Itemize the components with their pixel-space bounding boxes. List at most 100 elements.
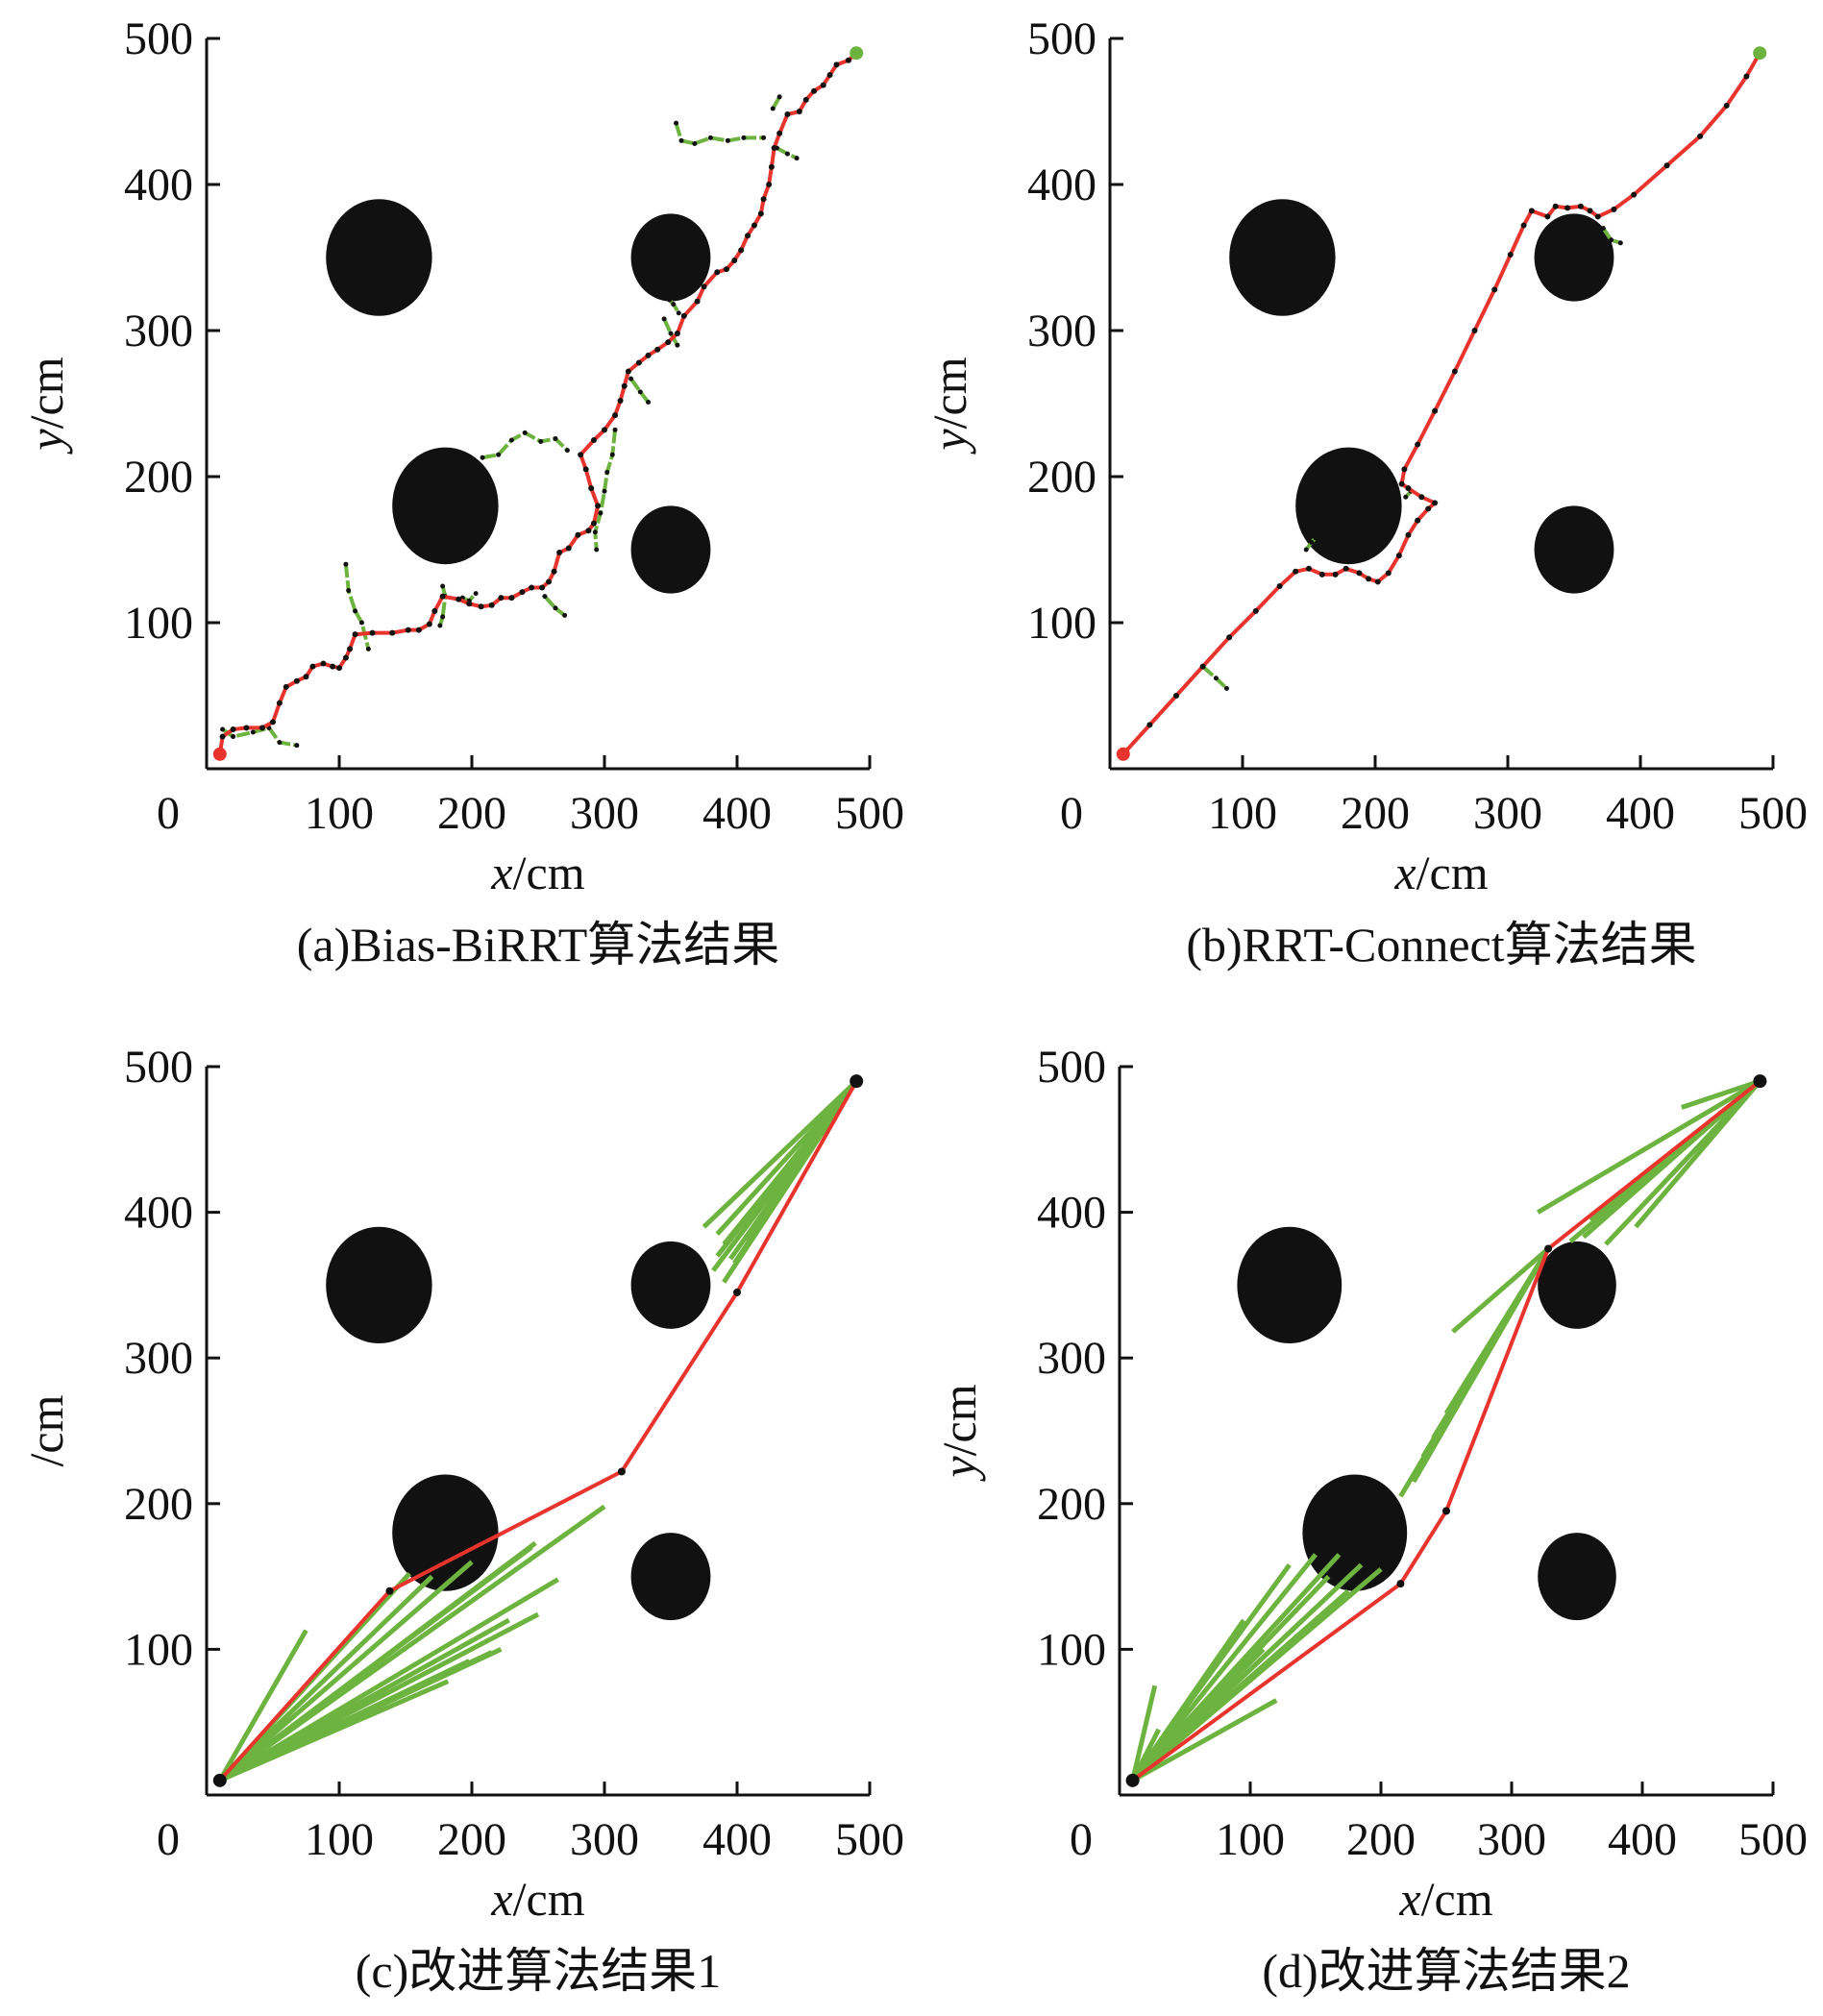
path-node xyxy=(1398,480,1405,487)
path-node xyxy=(283,683,289,690)
path-node xyxy=(602,427,607,433)
path-node xyxy=(230,725,236,732)
obstacle xyxy=(326,199,432,316)
sampling-ray xyxy=(1634,1079,1762,1229)
path-node xyxy=(330,663,336,670)
tree-node xyxy=(553,605,558,611)
start-point xyxy=(212,747,227,761)
path-node xyxy=(776,130,783,136)
y-axis-title: /cm xyxy=(19,1394,73,1466)
tree-node xyxy=(741,135,747,140)
tree-node xyxy=(776,94,782,100)
path-node xyxy=(768,163,775,170)
sampling-ray xyxy=(1451,1246,1550,1334)
path-node xyxy=(625,368,631,375)
x-tick-label: 100 xyxy=(305,788,374,839)
path-node xyxy=(1507,251,1514,258)
path-node xyxy=(320,660,327,667)
y-tick-label: 200 xyxy=(124,452,193,503)
tree-node xyxy=(294,743,300,749)
path-node xyxy=(1577,203,1584,209)
tree-node xyxy=(1213,676,1219,681)
tree-node xyxy=(661,316,667,322)
path-node xyxy=(1146,722,1153,728)
path-node xyxy=(1396,1580,1405,1588)
path-node xyxy=(519,589,526,596)
tree-branch xyxy=(1601,227,1621,245)
y-tick-label: 200 xyxy=(1027,452,1096,503)
path-node xyxy=(635,359,642,366)
y-tick-label: 100 xyxy=(1037,1624,1106,1675)
path-node xyxy=(766,182,773,187)
obstacle xyxy=(1229,199,1336,316)
sampling-ray xyxy=(218,1504,606,1782)
tree-node xyxy=(562,612,568,618)
x-axis-title: x/cm xyxy=(1398,1872,1492,1926)
path-node xyxy=(1401,466,1408,473)
tree-node xyxy=(678,137,684,143)
tree-node xyxy=(343,561,349,567)
tree-node xyxy=(707,135,713,140)
path-node xyxy=(674,331,680,337)
path-node xyxy=(1471,328,1478,333)
sampling-ray xyxy=(1681,1078,1761,1110)
x-tick-label: 400 xyxy=(702,1814,772,1865)
y-tick-label: 400 xyxy=(124,160,193,210)
path-node xyxy=(1306,565,1312,572)
tree-node xyxy=(496,452,502,457)
path-node xyxy=(1442,1507,1450,1515)
path-node xyxy=(575,531,581,538)
y-tick-label: 500 xyxy=(124,13,193,64)
path-node xyxy=(731,258,738,264)
tree-node xyxy=(671,302,677,307)
obstacle xyxy=(1534,505,1614,594)
obstacle xyxy=(326,1226,432,1344)
path-node xyxy=(309,663,316,670)
path-node xyxy=(369,629,376,636)
path-node xyxy=(595,503,602,509)
path-node xyxy=(466,601,473,607)
tree-node xyxy=(592,529,598,535)
tree-node xyxy=(1609,237,1614,243)
sampling-ray xyxy=(1131,1698,1278,1783)
path-node xyxy=(1332,571,1339,578)
x-tick-label: 400 xyxy=(702,788,772,839)
path-node xyxy=(723,266,729,273)
tree-node xyxy=(1303,547,1309,553)
path-node xyxy=(1432,407,1439,414)
tree-node xyxy=(542,594,548,600)
tree-node xyxy=(508,437,514,443)
path-node xyxy=(1451,368,1458,375)
path-node xyxy=(352,631,358,638)
path-node xyxy=(1366,576,1372,582)
tree-node xyxy=(231,734,236,740)
path-node xyxy=(645,352,652,358)
y-tick-label: 300 xyxy=(124,306,193,356)
path-node xyxy=(820,82,826,88)
sampling-ray xyxy=(218,1650,493,1783)
y-tick-label: 300 xyxy=(124,1333,193,1384)
x-tick-label: 200 xyxy=(437,1814,506,1865)
tree-node xyxy=(794,156,800,161)
path-node xyxy=(270,719,276,725)
y-tick-label: 100 xyxy=(124,598,193,649)
path-node xyxy=(612,412,619,419)
tree-node xyxy=(480,455,485,460)
tree-branch xyxy=(662,317,679,347)
path-node xyxy=(845,57,851,63)
tree-node xyxy=(437,623,443,628)
tree-node xyxy=(784,151,790,157)
path-node xyxy=(811,87,818,94)
path-node xyxy=(431,607,438,614)
path-node xyxy=(1432,500,1439,506)
path-node xyxy=(1491,286,1498,293)
path-node xyxy=(1631,191,1638,198)
tree-node xyxy=(440,583,446,589)
panel-caption: (c)改进算法结果1 xyxy=(356,1944,722,1998)
tree-node xyxy=(674,120,679,126)
tree-node xyxy=(1617,240,1623,246)
path-node xyxy=(733,1288,741,1296)
path-node xyxy=(1405,531,1412,538)
goal-point xyxy=(850,46,864,61)
tree-node xyxy=(1313,535,1318,541)
